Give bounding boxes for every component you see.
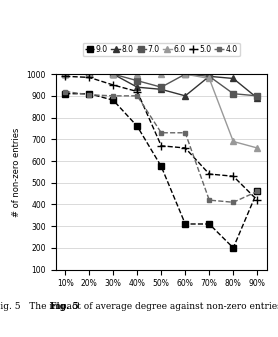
6.0 [64, 72, 67, 76]
9.0 [88, 92, 91, 96]
7.0 [111, 72, 115, 76]
5.0 [160, 144, 163, 148]
9.0 [208, 222, 211, 226]
7.0 [88, 72, 91, 76]
6.0 [88, 72, 91, 76]
8.0 [136, 85, 139, 89]
Line: 9.0: 9.0 [63, 91, 260, 251]
7.0 [64, 72, 67, 76]
Line: 7.0: 7.0 [63, 71, 260, 99]
6.0 [255, 146, 259, 150]
Line: 8.0: 8.0 [63, 71, 260, 101]
5.0 [255, 198, 259, 202]
5.0 [111, 83, 115, 87]
6.0 [232, 140, 235, 144]
Y-axis label: # of non-zero entries: # of non-zero entries [12, 127, 21, 217]
5.0 [64, 74, 67, 78]
Text: Fig. 5: Fig. 5 [50, 302, 79, 311]
8.0 [208, 74, 211, 78]
9.0 [255, 189, 259, 193]
4.0 [88, 93, 91, 97]
7.0 [255, 94, 259, 98]
7.0 [232, 92, 235, 96]
Legend: 9.0, 8.0, 7.0, 6.0, 5.0, 4.0: 9.0, 8.0, 7.0, 6.0, 5.0, 4.0 [83, 43, 240, 56]
5.0 [208, 172, 211, 176]
6.0 [183, 72, 187, 76]
7.0 [136, 79, 139, 83]
9.0 [183, 222, 187, 226]
5.0 [232, 174, 235, 178]
6.0 [111, 72, 115, 76]
5.0 [183, 146, 187, 150]
4.0 [64, 90, 67, 94]
9.0 [136, 124, 139, 128]
4.0 [160, 131, 163, 135]
7.0 [160, 85, 163, 89]
4.0 [232, 200, 235, 204]
Line: 5.0: 5.0 [61, 72, 261, 204]
8.0 [232, 76, 235, 81]
8.0 [160, 87, 163, 91]
4.0 [183, 131, 187, 135]
5.0 [88, 75, 91, 80]
6.0 [136, 72, 139, 76]
4.0 [208, 198, 211, 202]
4.0 [111, 94, 115, 98]
Line: 6.0: 6.0 [63, 71, 260, 151]
9.0 [111, 98, 115, 102]
9.0 [160, 164, 163, 168]
4.0 [136, 94, 139, 98]
5.0 [136, 90, 139, 94]
8.0 [64, 72, 67, 76]
7.0 [183, 72, 187, 76]
Text: Fig. 5   The impact of average degree against non-zero entries.: Fig. 5 The impact of average degree agai… [0, 302, 278, 311]
8.0 [183, 94, 187, 98]
4.0 [255, 189, 259, 193]
8.0 [111, 72, 115, 76]
8.0 [255, 96, 259, 100]
9.0 [232, 246, 235, 250]
6.0 [208, 76, 211, 81]
6.0 [160, 72, 163, 76]
9.0 [64, 92, 67, 96]
7.0 [208, 74, 211, 78]
8.0 [88, 72, 91, 76]
Line: 4.0: 4.0 [63, 89, 260, 205]
